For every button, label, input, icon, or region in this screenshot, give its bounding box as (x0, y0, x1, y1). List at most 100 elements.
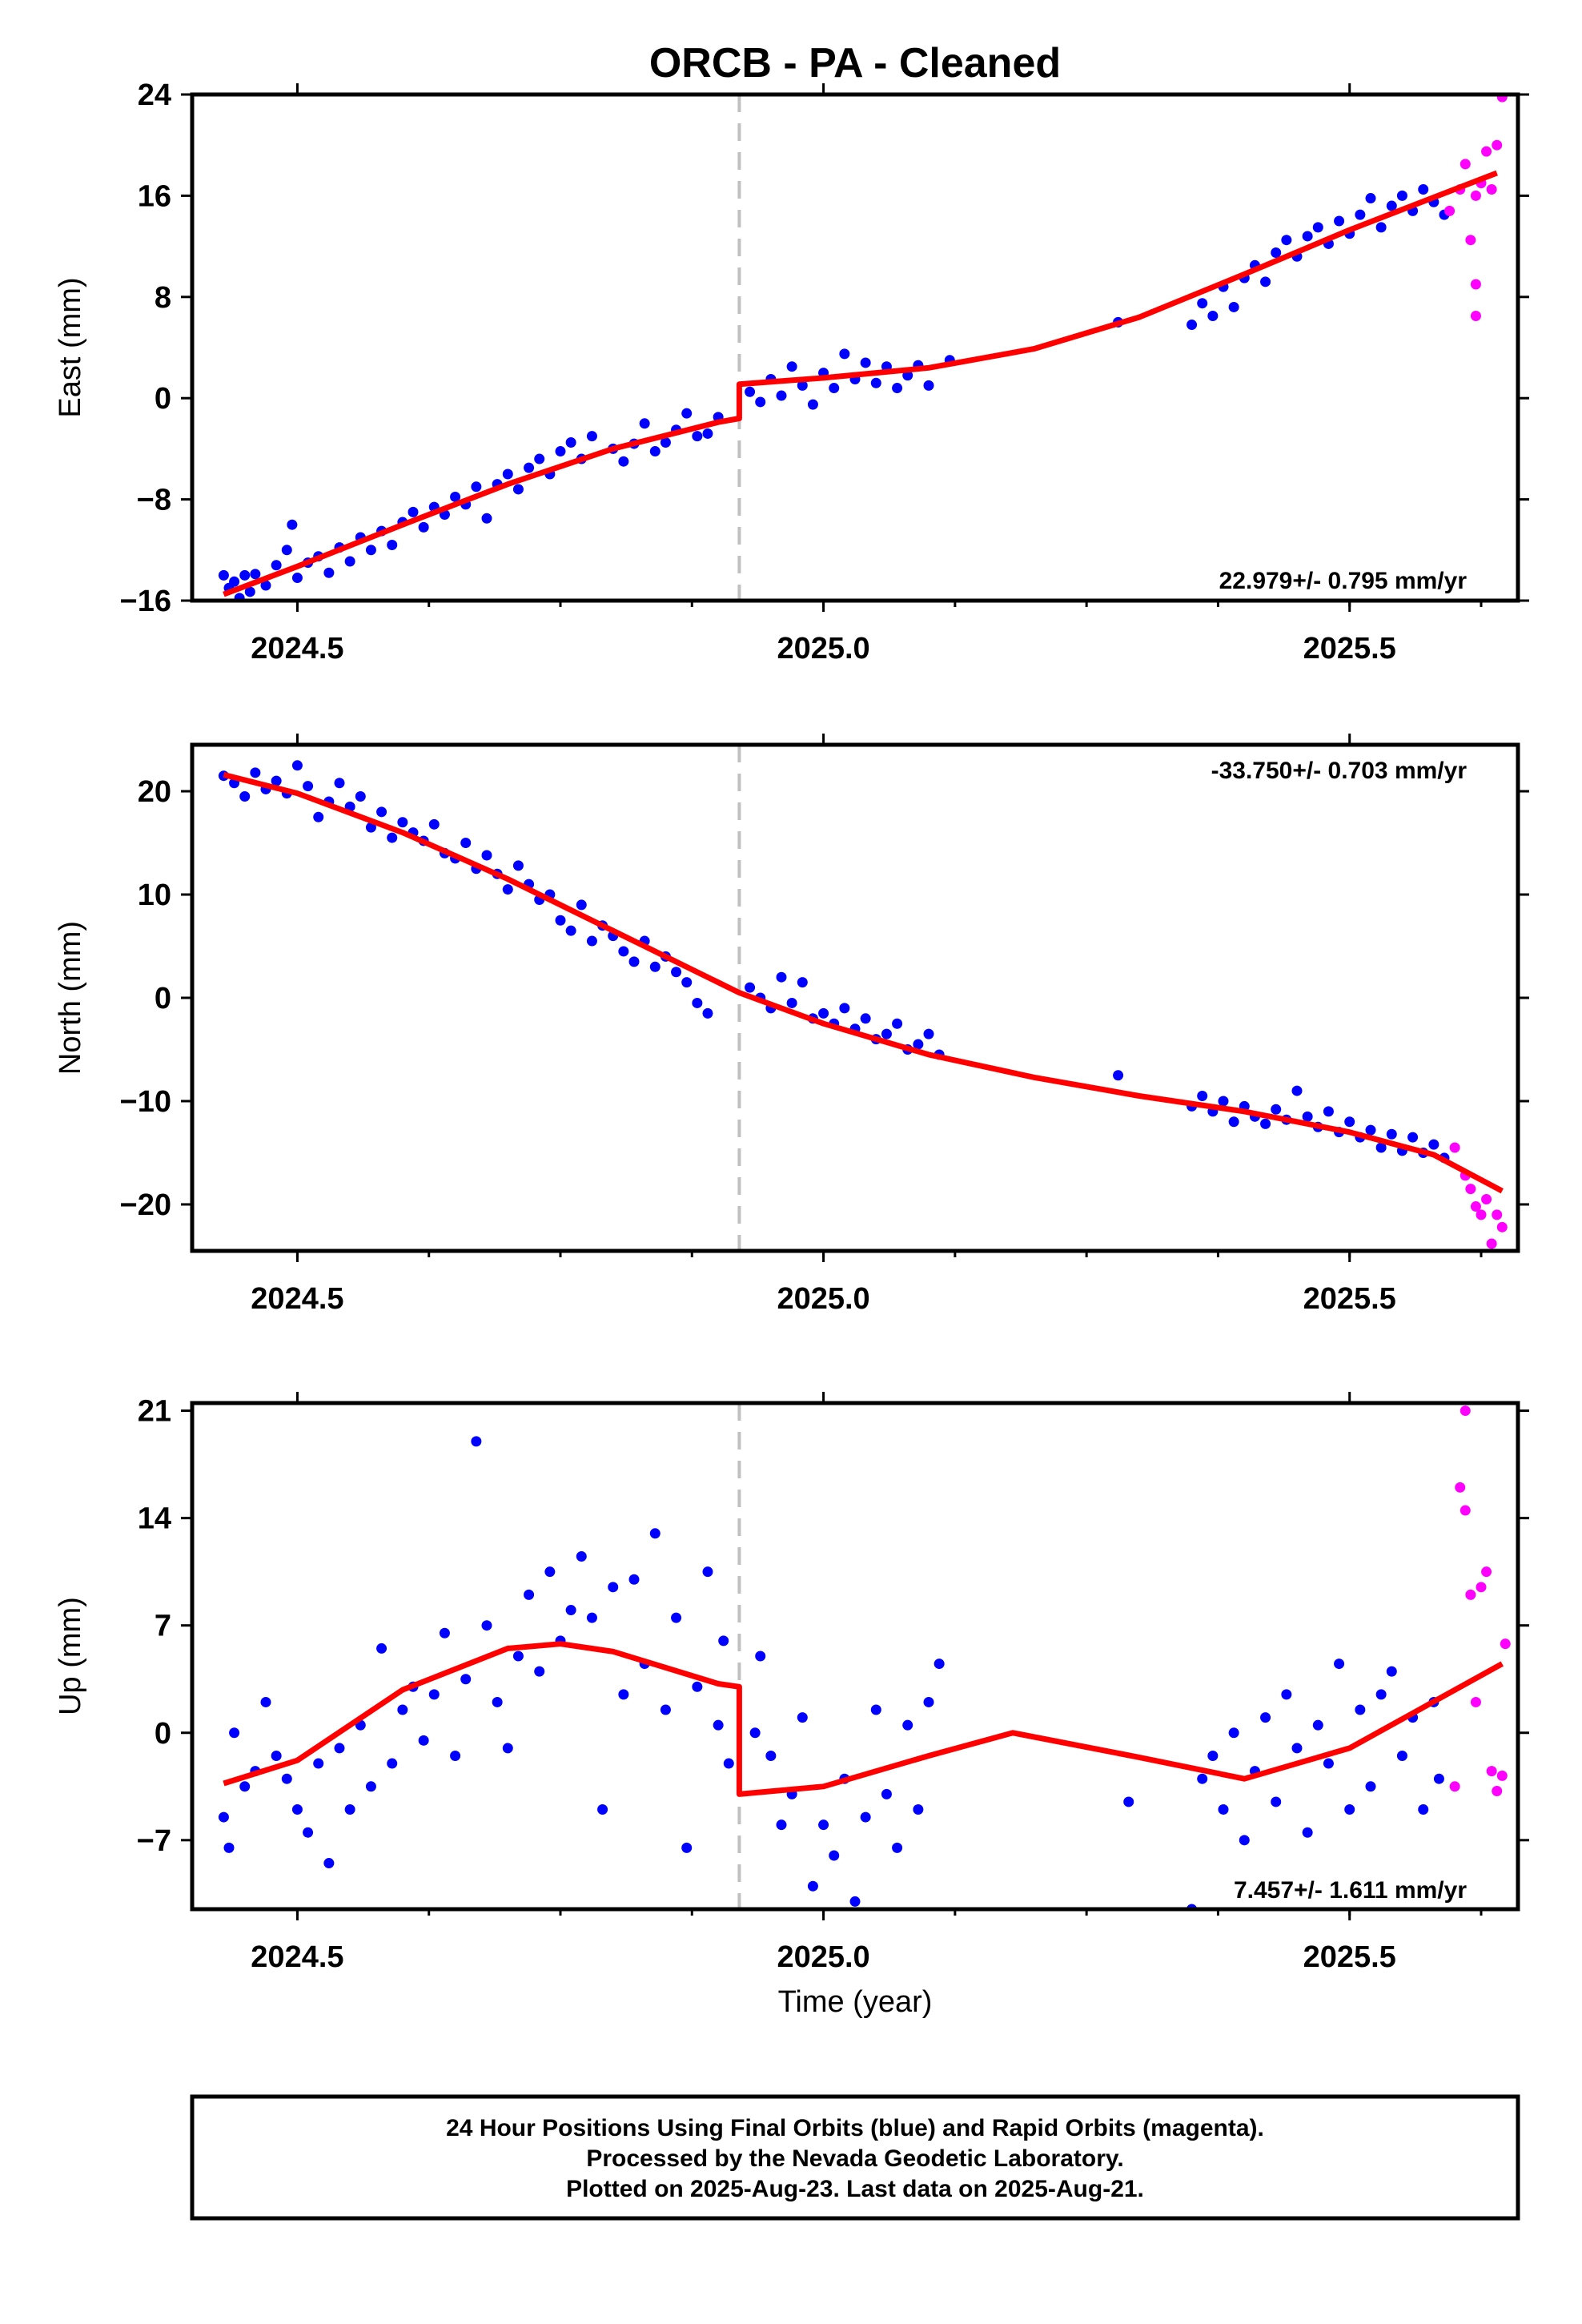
final-orbit-point (555, 446, 566, 457)
final-orbit-point (244, 586, 255, 597)
final-orbit-point (839, 348, 850, 360)
final-orbit-point (365, 545, 376, 556)
y-tick-label: 0 (155, 982, 171, 1015)
final-orbit-point (524, 1589, 535, 1600)
final-orbit-point (460, 1674, 472, 1685)
final-orbit-point (576, 1551, 587, 1562)
final-orbit-point (923, 1028, 934, 1039)
final-orbit-point (934, 1659, 945, 1670)
final-orbit-point (870, 1704, 881, 1715)
final-orbit-point (355, 790, 366, 802)
final-orbit-point (502, 1743, 513, 1754)
north-data-layer (218, 745, 1508, 1251)
final-orbit-point (745, 982, 756, 993)
final-orbit-point (765, 1750, 777, 1761)
final-orbit-point (818, 1007, 829, 1019)
rapid-orbit-point (1465, 1589, 1476, 1600)
final-orbit-point (1207, 311, 1219, 321)
final-orbit-point (628, 1574, 640, 1585)
final-orbit-point (639, 418, 650, 429)
final-orbit-point (450, 1750, 461, 1761)
final-orbit-point (471, 481, 482, 493)
rapid-orbit-point (1496, 1221, 1508, 1232)
final-orbit-point (892, 1842, 903, 1853)
final-orbit-point (1197, 1773, 1208, 1784)
final-orbit-point (839, 1003, 850, 1014)
east-panel: −16 −8 0 8 16 24 2024.5 2025.0 2025.5 East (mm) 22… (54, 78, 1529, 665)
y-tick-label: 7 (155, 1610, 171, 1643)
final-orbit-point (1386, 1666, 1397, 1677)
y-tick-label: 0 (155, 1717, 171, 1751)
final-orbit-point (492, 1696, 503, 1707)
rapid-orbit-point (1486, 1238, 1497, 1249)
final-orbit-point (1302, 231, 1313, 242)
y-tick-label: −8 (137, 484, 171, 517)
final-orbit-point (860, 1013, 871, 1024)
final-orbit-point (597, 1804, 608, 1815)
final-orbit-point (1418, 184, 1429, 195)
final-orbit-point (1197, 1091, 1208, 1102)
final-orbit-point (692, 431, 703, 442)
model-fit-curve (223, 772, 1504, 1194)
final-orbit-point (303, 1827, 314, 1838)
final-orbit-point (797, 977, 808, 988)
rapid-orbit-point (1492, 1209, 1503, 1220)
rapid-orbit-point (1465, 1184, 1476, 1195)
up-panel: −7 0 7 14 21 2024.5 2025.0 2025.5 Up (mm) 7.457+/… (54, 1392, 1529, 1974)
final-orbit-point (870, 377, 881, 388)
final-orbit-point (829, 383, 840, 394)
final-orbit-point (287, 519, 298, 530)
final-orbit-point (512, 484, 524, 495)
final-orbit-point (860, 357, 871, 368)
final-orbit-point (1355, 1704, 1366, 1715)
final-orbit-point (334, 1743, 345, 1754)
final-orbit-point (271, 1750, 282, 1761)
rapid-orbit-point (1476, 1209, 1487, 1220)
final-orbit-point (1365, 1124, 1376, 1136)
up-y-axis-label: Up (mm) (54, 1597, 87, 1715)
final-orbit-point (313, 811, 324, 822)
final-orbit-point (387, 539, 398, 550)
final-orbit-point (1228, 1116, 1239, 1128)
final-orbit-point (671, 967, 682, 978)
final-orbit-point (471, 1436, 482, 1447)
final-orbit-point (618, 1689, 629, 1700)
final-orbit-point (271, 560, 282, 571)
final-orbit-point (718, 1635, 729, 1647)
rapid-orbit-point (1481, 1194, 1492, 1205)
final-orbit-point (618, 946, 629, 957)
final-orbit-point (1186, 320, 1198, 331)
final-orbit-point (481, 1620, 492, 1631)
final-orbit-point (281, 545, 292, 556)
final-orbit-point (1113, 1070, 1124, 1081)
rapid-orbit-point (1476, 1582, 1487, 1593)
final-orbit-point (1271, 247, 1282, 258)
final-orbit-point (586, 935, 597, 947)
model-fit-curve (223, 1641, 1504, 1797)
final-orbit-point (1396, 1750, 1407, 1761)
final-orbit-point (586, 431, 597, 442)
final-orbit-point (387, 832, 398, 843)
final-orbit-point (1302, 1111, 1313, 1122)
final-orbit-point (303, 781, 314, 792)
final-orbit-point (397, 1704, 408, 1715)
final-orbit-point (608, 1582, 619, 1593)
final-orbit-point (344, 1804, 355, 1815)
final-orbit-point (428, 1689, 440, 1700)
final-orbit-point (239, 1781, 251, 1792)
final-orbit-point (376, 1642, 387, 1654)
final-orbit-point (902, 1719, 913, 1731)
final-orbit-point (376, 806, 387, 818)
final-orbit-point (418, 1735, 429, 1746)
final-orbit-point (797, 1712, 808, 1723)
x-tick-label: 2025.0 (777, 1282, 869, 1316)
footer-line-1: 24 Hour Positions Using Final Orbits (bl… (446, 2115, 1264, 2141)
final-orbit-point (671, 1612, 682, 1623)
final-orbit-point (649, 1528, 661, 1539)
final-orbit-point (1407, 1132, 1419, 1143)
final-orbit-point (1323, 1758, 1334, 1769)
north-y-axis-label: North (mm) (54, 921, 87, 1075)
final-orbit-point (1123, 1796, 1134, 1807)
final-orbit-point (1375, 1142, 1387, 1153)
final-orbit-point (1271, 1104, 1282, 1115)
